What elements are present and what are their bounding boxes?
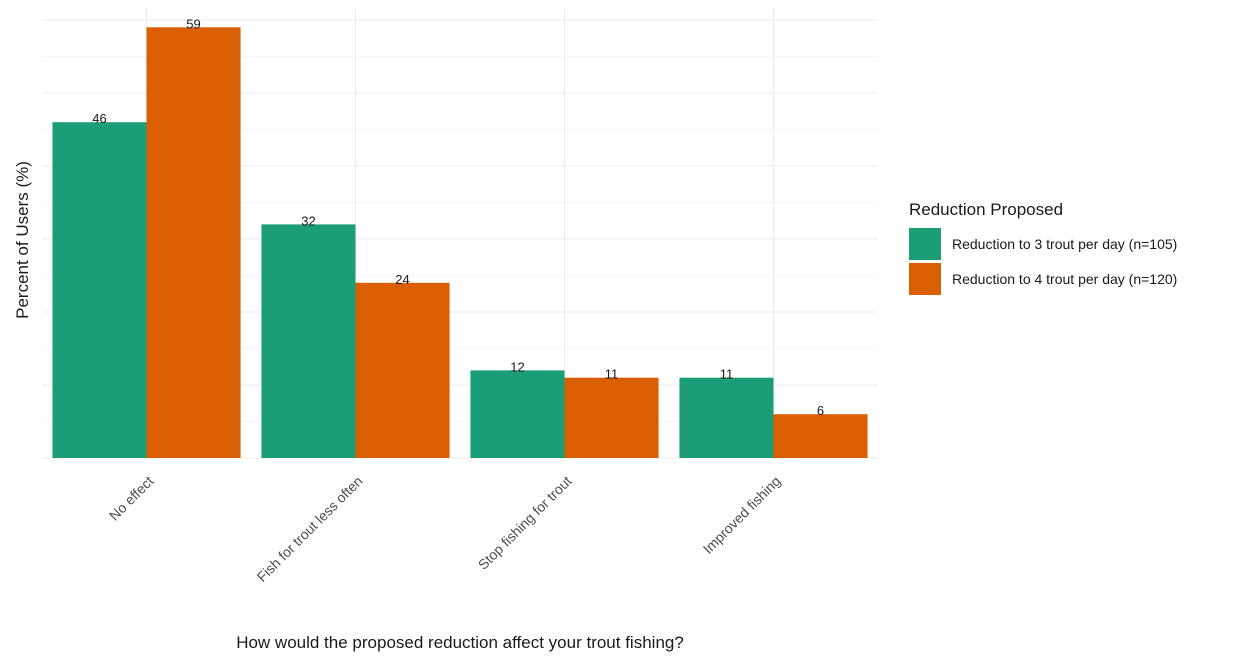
y-axis-title: Percent of Users (%) <box>13 161 32 319</box>
bar <box>261 224 356 458</box>
x-tick-label: No effect <box>106 473 157 524</box>
x-tick-label: Stop fishing for trout <box>475 473 575 573</box>
data-label: 59 <box>186 16 200 31</box>
data-label: 11 <box>720 367 734 382</box>
bar <box>146 27 241 459</box>
data-label: 12 <box>510 359 524 374</box>
legend-title: Reduction Proposed <box>909 200 1063 219</box>
legend-label: Reduction to 4 trout per day (n=120) <box>952 271 1177 287</box>
data-label: 24 <box>395 272 409 287</box>
bar <box>355 282 450 458</box>
bar <box>52 122 147 458</box>
x-tick-labels: No effect Fish for trout less often Stop f… <box>106 473 784 585</box>
legend: Reduction Proposed Reduction to 3 trout … <box>909 200 1177 295</box>
legend-label: Reduction to 3 trout per day (n=105) <box>952 236 1177 252</box>
legend-swatch <box>909 263 941 295</box>
data-labels: 46 59 32 24 12 11 11 6 <box>92 16 824 418</box>
legend-swatch <box>909 228 941 260</box>
data-label: 46 <box>92 111 106 126</box>
bar <box>470 370 565 458</box>
bars <box>52 27 868 459</box>
bar <box>564 377 659 458</box>
bar <box>679 377 774 458</box>
x-tick-label: Improved fishing <box>700 473 784 557</box>
data-label: 32 <box>301 213 315 228</box>
x-tick-label: Fish for trout less often <box>254 473 366 585</box>
bar <box>773 414 868 458</box>
data-label: 6 <box>817 403 824 418</box>
data-label: 11 <box>605 367 619 382</box>
x-axis-title: How would the proposed reduction affect … <box>236 633 684 652</box>
